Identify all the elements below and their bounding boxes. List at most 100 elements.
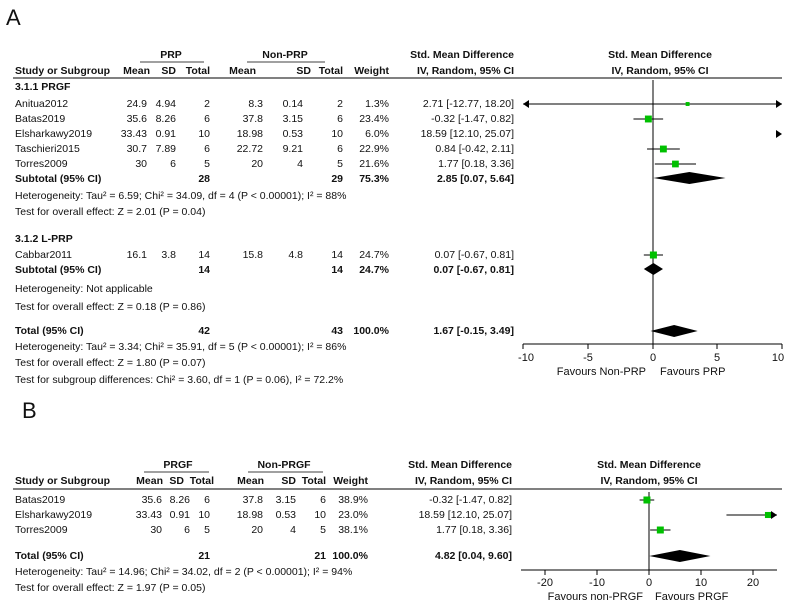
weight: 22.9% xyxy=(359,143,389,155)
smd-ci: 18.59 [12.10, 25.07] xyxy=(419,509,512,521)
col-total-treat: Total xyxy=(186,65,210,77)
study-name: Torres2009 xyxy=(15,158,68,170)
weight: 6.0% xyxy=(365,128,389,140)
mean-treat: 30.7 xyxy=(127,143,148,155)
sd-ctrl: 4 xyxy=(290,524,296,536)
sd-ctrl: 9.21 xyxy=(283,143,304,155)
total-ctrl: 5 xyxy=(337,158,343,170)
x-tick-label: 0 xyxy=(650,352,656,364)
total-treat: 10 xyxy=(198,509,210,521)
favours-right-label: Favours PRGF xyxy=(655,591,729,603)
col-mean-ctrl: Mean xyxy=(229,65,256,77)
study-point xyxy=(659,145,667,153)
total-ctrl: 14 xyxy=(331,264,343,276)
heterogeneity-note: Heterogeneity: Tau² = 14.96; Chi² = 34.0… xyxy=(15,566,352,578)
smd-ci: 1.77 [0.18, 3.36] xyxy=(436,524,512,536)
total-label: Total (95% CI) xyxy=(15,550,84,562)
subtotal-row: Subtotal (95% CI) 14 14 24.7% 0.07 [-0.6… xyxy=(15,264,514,276)
smd-ci: 0.07 [-0.67, 0.81] xyxy=(433,264,514,276)
sd-treat: 0.91 xyxy=(156,128,177,140)
plot-b-marks xyxy=(639,496,777,562)
table-row: Torres2009 30 6 5 20 4 5 38.1% 1.77 [0.1… xyxy=(15,524,512,536)
study-point xyxy=(643,496,651,504)
total-treat: 5 xyxy=(204,158,210,170)
sd-ctrl: 3.15 xyxy=(276,494,297,506)
overall-effect-note: Test for overall effect: Z = 2.01 (P = 0… xyxy=(15,206,205,218)
total-ctrl: 29 xyxy=(331,173,343,185)
col-sd-ctrl: SD xyxy=(281,475,296,487)
sd-treat: 0.91 xyxy=(170,509,191,521)
total-ctrl: 6 xyxy=(337,143,343,155)
smd-ci: 0.84 [-0.42, 2.11] xyxy=(435,143,514,155)
ci-arrow-right xyxy=(771,511,777,519)
x-tick-label: -10 xyxy=(518,352,534,364)
pooled-diamond xyxy=(649,550,711,562)
col-mean-treat: Mean xyxy=(136,475,163,487)
sd-treat: 8.26 xyxy=(170,494,191,506)
sd-ctrl: 3.15 xyxy=(283,113,304,125)
mean-ctrl: 22.72 xyxy=(237,143,263,155)
x-tick-label: -5 xyxy=(583,352,593,364)
sd-treat: 6 xyxy=(170,158,176,170)
mean-ctrl: 18.98 xyxy=(237,509,263,521)
x-tick-label: -20 xyxy=(537,577,553,589)
table-row: Cabbar2011 16.1 3.8 14 15.8 4.8 14 24.7%… xyxy=(15,249,514,261)
subtotal-label: Subtotal (95% CI) xyxy=(15,173,101,185)
weight: 24.7% xyxy=(359,249,389,261)
smd-ci: -0.32 [-1.47, 0.82] xyxy=(431,113,514,125)
study-name: Anitua2012 xyxy=(15,98,68,110)
total-ctrl: 10 xyxy=(314,509,326,521)
group-header-treat: PRP xyxy=(160,49,182,61)
total-ctrl: 10 xyxy=(331,128,343,140)
group-header-ctrl: Non-PRGF xyxy=(257,459,311,471)
pooled-diamond xyxy=(650,325,698,337)
study-point xyxy=(685,102,690,106)
weight: 24.7% xyxy=(359,264,389,276)
sd-ctrl: 4 xyxy=(297,158,303,170)
total-ctrl: 2 xyxy=(337,98,343,110)
smd-ci: 2.71 [-12.77, 18.20] xyxy=(423,98,514,110)
col-mean-treat: Mean xyxy=(123,65,150,77)
sd-treat: 7.89 xyxy=(156,143,177,155)
weight: 21.6% xyxy=(359,158,389,170)
mean-ctrl: 15.8 xyxy=(243,249,264,261)
favours-left-label: Favours Non-PRP xyxy=(557,366,646,378)
col-study: Study or Subgroup xyxy=(15,475,110,487)
weight: 23.4% xyxy=(359,113,389,125)
study-name: Elsharkawy2019 xyxy=(15,509,92,521)
subgroup-label: 3.1.1 PRGF xyxy=(15,81,71,93)
x-tick-label: 5 xyxy=(714,352,720,364)
total-ctrl: 6 xyxy=(337,113,343,125)
x-tick-label: 0 xyxy=(646,577,652,589)
plot-header-line1: Std. Mean Difference xyxy=(597,459,701,471)
study-name: Elsharkawy2019 xyxy=(15,128,92,140)
sd-treat: 3.8 xyxy=(161,249,176,261)
table-row: Elsharkawy2019 33.43 0.91 10 18.98 0.53 … xyxy=(15,509,512,521)
weight: 23.0% xyxy=(338,509,368,521)
col-total-treat: Total xyxy=(190,475,214,487)
smd-ci: 1.77 [0.18, 3.36] xyxy=(438,158,514,170)
overall-effect-note: Test for overall effect: Z = 1.97 (P = 0… xyxy=(15,582,205,594)
total-treat: 5 xyxy=(204,524,210,536)
weight: 75.3% xyxy=(359,173,389,185)
weight: 100.0% xyxy=(332,550,368,562)
mean-ctrl: 20 xyxy=(251,158,263,170)
mean-ctrl: 37.8 xyxy=(243,494,264,506)
weight: 1.3% xyxy=(365,98,389,110)
study-name: Batas2019 xyxy=(15,113,65,125)
heterogeneity-note: Heterogeneity: Tau² = 3.34; Chi² = 35.91… xyxy=(15,341,346,353)
total-ctrl: 21 xyxy=(314,550,326,562)
subgroup-difference-note: Test for subgroup differences: Chi² = 3.… xyxy=(15,374,343,386)
mean-treat: 30 xyxy=(150,524,162,536)
mean-treat: 24.9 xyxy=(127,98,148,110)
x-tick-label: 10 xyxy=(695,577,707,589)
mean-treat: 30 xyxy=(135,158,147,170)
table-row: Taschieri2015 30.7 7.89 6 22.72 9.21 6 2… xyxy=(15,143,514,155)
favours-right-label: Favours PRP xyxy=(660,366,725,378)
panel-a-letter: A xyxy=(6,5,21,30)
study-name: Batas2019 xyxy=(15,494,65,506)
mean-treat: 35.6 xyxy=(127,113,148,125)
smd-ci: 1.67 [-0.15, 3.49] xyxy=(433,325,514,337)
total-treat: 14 xyxy=(198,264,210,276)
